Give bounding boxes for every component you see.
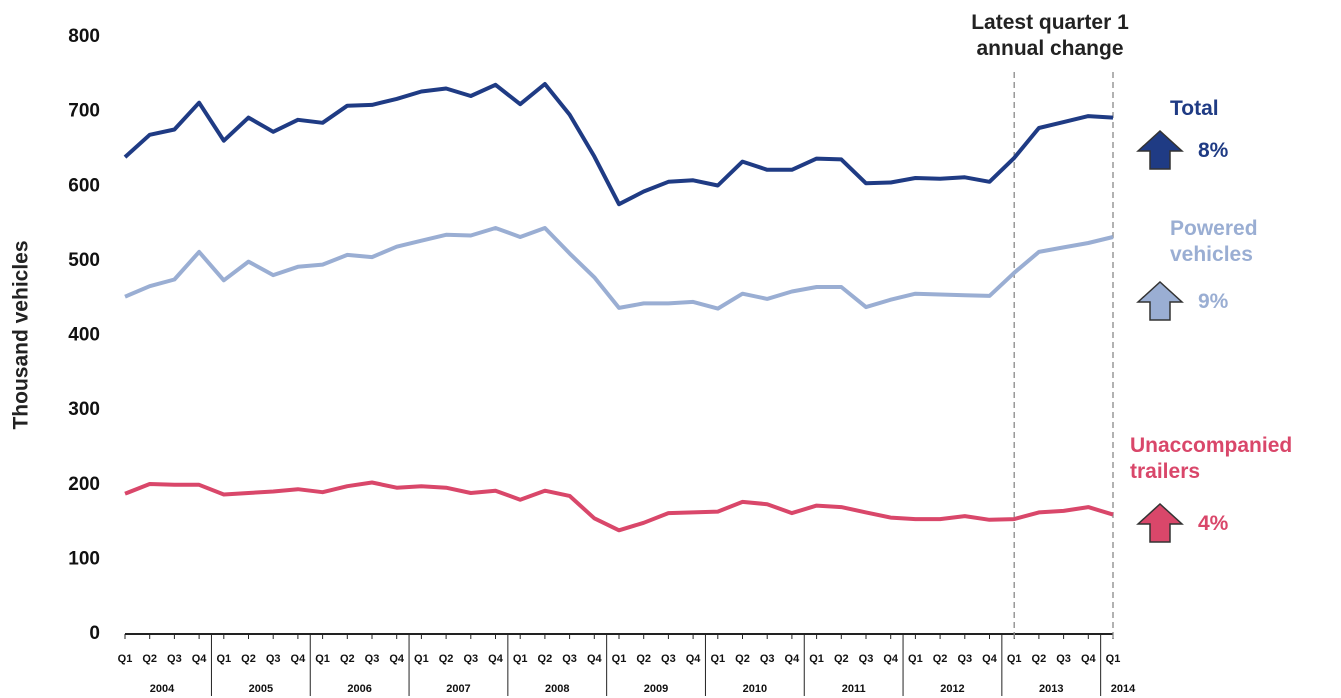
x-tick-label: Q3: [661, 653, 676, 665]
x-tick-label: Q2: [142, 653, 157, 665]
x-tick-label: Q2: [538, 653, 553, 665]
x-tick-label: Q1: [414, 653, 429, 665]
year-label: 2009: [644, 683, 668, 695]
series-line: [123, 82, 1114, 207]
x-tick-label: Q1: [809, 653, 824, 665]
x-tick-label: Q1: [710, 653, 725, 665]
year-label: 2013: [1039, 683, 1063, 695]
y-tick-label: 500: [68, 250, 100, 271]
x-tick-label: Q4: [192, 653, 208, 665]
x-tick-label: Q4: [1081, 653, 1097, 665]
x-tick-label: Q1: [908, 653, 923, 665]
year-label: 2006: [347, 683, 371, 695]
x-tick-label: Q1: [513, 653, 528, 665]
x-tick-label: Q1: [216, 653, 231, 665]
x-tick-label: Q4: [785, 653, 801, 665]
series-label: Unaccompanied trailers: [1130, 434, 1293, 483]
x-tick-label: Q4: [883, 653, 899, 665]
x-tick-label: Q1: [315, 653, 330, 665]
series-label: Total: [1170, 97, 1219, 120]
year-label: 2011: [842, 683, 866, 695]
x-tick-label: Q2: [933, 653, 948, 665]
x-tick-label: Q4: [291, 653, 307, 665]
x-tick-label: Q2: [340, 653, 355, 665]
year-label: 2007: [446, 683, 470, 695]
x-tick-label: Q3: [463, 653, 478, 665]
x-tick-label: Q4: [982, 653, 998, 665]
year-label: 2014: [1111, 683, 1136, 695]
x-tick-label: Q1: [1106, 653, 1121, 665]
y-axis-label: Thousand vehicles: [10, 240, 33, 429]
x-tick-label: Q2: [1032, 653, 1047, 665]
change-arrow: [1136, 502, 1184, 543]
year-label: 2004: [150, 683, 175, 695]
x-tick-label: Q4: [587, 653, 603, 665]
x-tick-label: Q2: [439, 653, 454, 665]
x-tick-label: Q2: [735, 653, 750, 665]
x-tick-label: Q3: [562, 653, 577, 665]
change-arrow: [1136, 129, 1184, 170]
annotation: Latest quarter 1 annual change: [971, 11, 1129, 60]
series-label: Powered vehicles: [1170, 217, 1258, 266]
year-label: 2008: [545, 683, 569, 695]
x-tick-label: Q1: [612, 653, 627, 665]
series-line: [124, 480, 1114, 533]
y-tick-label: 400: [68, 325, 100, 346]
series-line: [124, 226, 1114, 311]
x-tick-label: Q3: [859, 653, 874, 665]
x-tick-label: Q2: [834, 653, 849, 665]
change-label: 8%: [1198, 139, 1229, 162]
x-tick-label: Q4: [389, 653, 405, 665]
y-tick-label: 100: [68, 548, 100, 569]
change-arrow: [1136, 280, 1184, 321]
x-tick-label: Q3: [365, 653, 380, 665]
year-label: 2012: [940, 683, 964, 695]
y-tick-label: 0: [89, 623, 100, 644]
x-tick-label: Q3: [1056, 653, 1071, 665]
x-tick-label: Q3: [266, 653, 281, 665]
change-label: 9%: [1198, 290, 1229, 313]
y-tick-label: 700: [68, 101, 100, 122]
x-tick-label: Q3: [760, 653, 775, 665]
y-tick-label: 600: [68, 175, 100, 196]
x-tick-label: Q3: [167, 653, 182, 665]
x-tick-label: Q2: [241, 653, 256, 665]
year-label: 2005: [249, 683, 273, 695]
x-tick-label: Q2: [636, 653, 651, 665]
y-tick-label: 800: [68, 26, 100, 47]
year-label: 2010: [743, 683, 767, 695]
x-tick-label: Q1: [1007, 653, 1022, 665]
x-tick-label: Q4: [488, 653, 504, 665]
y-tick-label: 200: [68, 474, 100, 495]
x-tick-label: Q3: [957, 653, 972, 665]
x-tick-label: Q1: [118, 653, 133, 665]
y-tick-label: 300: [68, 399, 100, 420]
x-tick-label: Q4: [686, 653, 702, 665]
change-label: 4%: [1198, 512, 1229, 535]
